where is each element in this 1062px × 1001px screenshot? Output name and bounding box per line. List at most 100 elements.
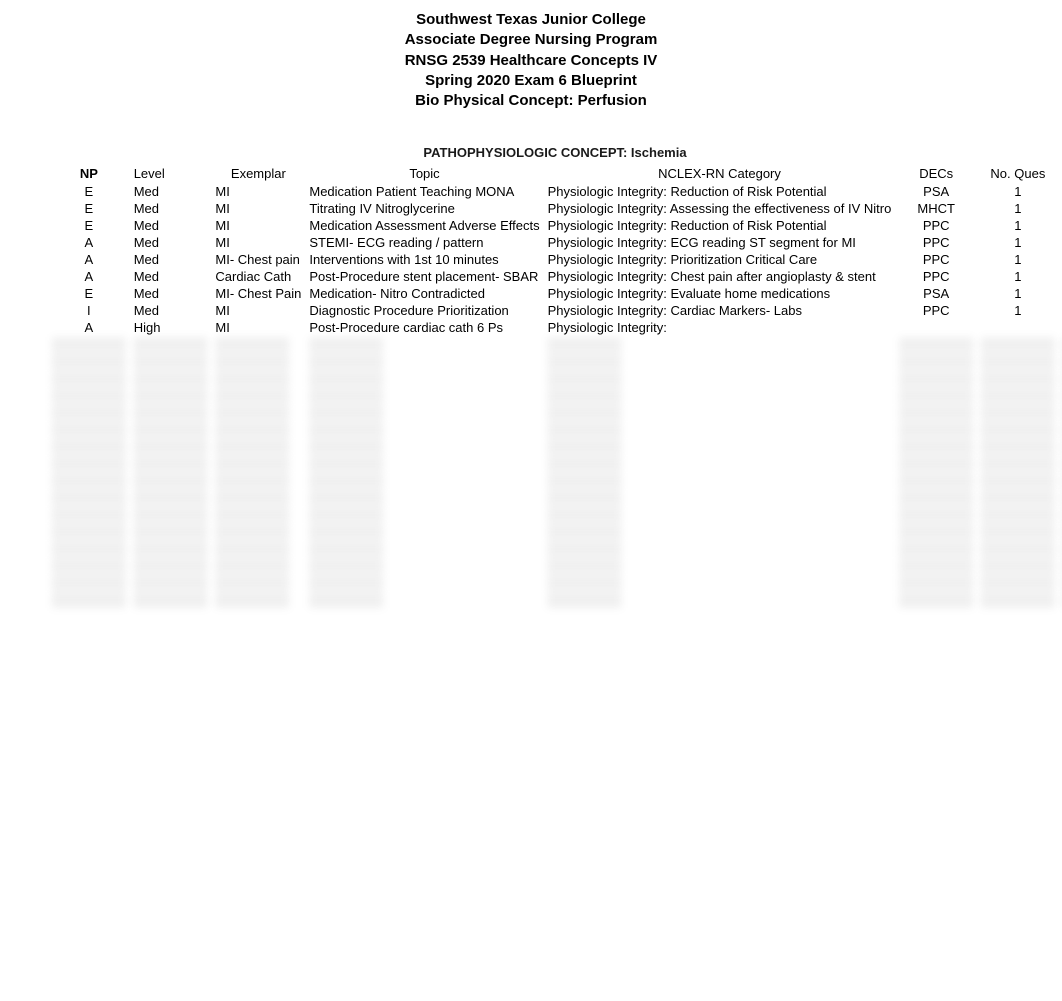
cell-exemplar: Cardiac Cath: [211, 268, 305, 285]
cell-blurred: ████████: [130, 523, 212, 540]
cell-blurred: ████████: [211, 540, 305, 557]
cell-blurred: ████████: [895, 574, 977, 591]
table-row-blurred: ████████████████████████████████████████…: [48, 591, 1062, 608]
cell-decs: PSA: [895, 183, 977, 200]
cell-level: Med: [130, 251, 212, 268]
cell-blurred: ████████: [305, 540, 543, 557]
cell-blurred: ████████: [48, 489, 130, 506]
cell-nclex: Physiologic Integrity: Cardiac Markers- …: [544, 302, 896, 319]
cell-blurred: ████████: [48, 438, 130, 455]
cell-ques: 1: [977, 302, 1059, 319]
cell-blurred: ████████: [895, 421, 977, 438]
cell-blurred: ████████: [211, 506, 305, 523]
cell-nclex: Physiologic Integrity: Prioritization Cr…: [544, 251, 896, 268]
table-row-blurred: ████████████████████████████████████████…: [48, 404, 1062, 421]
table-row-blurred: ████████████████████████████████████████…: [48, 421, 1062, 438]
cell-blurred: ████████: [977, 591, 1059, 608]
header-line-4: Spring 2020 Exam 6 Blueprint: [0, 71, 1062, 91]
cell-decs: [895, 319, 977, 336]
cell-blurred: ████████: [211, 370, 305, 387]
document-header: Southwest Texas Junior College Associate…: [0, 0, 1062, 111]
cell-blurred: ████████: [48, 557, 130, 574]
cell-blurred: ████████: [211, 336, 305, 353]
table-row-blurred: ████████████████████████████████████████…: [48, 523, 1062, 540]
cell-exemplar: MI: [211, 183, 305, 200]
cell-blurred: ████████: [895, 353, 977, 370]
cell-nclex: Physiologic Integrity: Reduction of Risk…: [544, 183, 896, 200]
cell-ques: 1: [977, 234, 1059, 251]
cell-blurred: ████████: [211, 404, 305, 421]
cell-blurred: ████████: [130, 489, 212, 506]
cell-blurred: ████████: [211, 421, 305, 438]
table-row: EMedMIMedication Assessment Adverse Effe…: [48, 217, 1062, 234]
cell-blurred: ████████: [977, 421, 1059, 438]
cell-blurred: ████████: [305, 336, 543, 353]
cell-exemplar: MI: [211, 302, 305, 319]
cell-nclex: Physiologic Integrity: Chest pain after …: [544, 268, 896, 285]
table-row: AMedMI- Chest painInterventions with 1st…: [48, 251, 1062, 268]
cell-blurred: ████████: [211, 438, 305, 455]
cell-blurred: ████████: [211, 387, 305, 404]
cell-ques: 1: [977, 217, 1059, 234]
table-row-blurred: ████████████████████████████████████████…: [48, 455, 1062, 472]
table-row: AMedCardiac CathPost-Procedure stent pla…: [48, 268, 1062, 285]
cell-blurred: ████████: [895, 489, 977, 506]
table-row-blurred: ████████████████████████████████████████…: [48, 489, 1062, 506]
cell-blurred: ████████: [305, 523, 543, 540]
cell-blurred: ████████: [211, 489, 305, 506]
cell-blurred: ████████: [895, 455, 977, 472]
cell-blurred: ████████: [130, 455, 212, 472]
table-row-blurred: ████████████████████████████████████████…: [48, 353, 1062, 370]
cell-blurred: ████████: [544, 489, 896, 506]
cell-blurred: ████████: [544, 353, 896, 370]
cell-blurred: ████████: [977, 523, 1059, 540]
cell-blurred: ████████: [977, 404, 1059, 421]
cell-blurred: ████████: [48, 540, 130, 557]
cell-blurred: ████████: [211, 472, 305, 489]
cell-np: E: [48, 200, 130, 217]
cell-blurred: ████████: [544, 336, 896, 353]
table-row-blurred: ████████████████████████████████████████…: [48, 336, 1062, 353]
cell-blurred: ████████: [211, 557, 305, 574]
cell-blurred: ████████: [130, 370, 212, 387]
table-row: IMedMIDiagnostic Procedure Prioritizatio…: [48, 302, 1062, 319]
cell-blurred: ████████: [544, 472, 896, 489]
cell-nclex: Physiologic Integrity: ECG reading ST se…: [544, 234, 896, 251]
table-row: EMedMIMedication Patient Teaching MONAPh…: [48, 183, 1062, 200]
cell-blurred: ████████: [305, 574, 543, 591]
cell-nclex: Physiologic Integrity:: [544, 319, 896, 336]
table-row-blurred: ████████████████████████████████████████…: [48, 557, 1062, 574]
cell-topic: Medication- Nitro Contradicted: [305, 285, 543, 302]
table-row-blurred: ████████████████████████████████████████…: [48, 370, 1062, 387]
cell-np: A: [48, 251, 130, 268]
cell-blurred: ████████: [211, 574, 305, 591]
cell-blurred: ████████: [130, 421, 212, 438]
cell-blurred: ████████: [130, 574, 212, 591]
cell-blurred: ████████: [895, 404, 977, 421]
cell-blurred: ████████: [544, 404, 896, 421]
col-header-level: Level: [130, 164, 212, 183]
cell-ques: 1: [977, 200, 1059, 217]
cell-blurred: ████████: [48, 353, 130, 370]
cell-topic: Post-Procedure cardiac cath 6 Ps: [305, 319, 543, 336]
table-body: EMedMIMedication Patient Teaching MONAPh…: [48, 183, 1062, 608]
cell-blurred: ████████: [305, 591, 543, 608]
cell-blurred: ████████: [48, 421, 130, 438]
cell-blurred: ████████: [977, 370, 1059, 387]
cell-blurred: ████████: [544, 506, 896, 523]
cell-exemplar: MI: [211, 200, 305, 217]
cell-blurred: ████████: [48, 404, 130, 421]
cell-topic: Post-Procedure stent placement- SBAR: [305, 268, 543, 285]
cell-np: E: [48, 285, 130, 302]
table-row-blurred: ████████████████████████████████████████…: [48, 506, 1062, 523]
blueprint-table: NP Level Exemplar Topic NCLEX-RN Categor…: [48, 164, 1062, 608]
cell-decs: PPC: [895, 234, 977, 251]
col-header-decs: DECs: [895, 164, 977, 183]
cell-blurred: ████████: [544, 421, 896, 438]
cell-blurred: ████████: [977, 574, 1059, 591]
cell-blurred: ████████: [211, 353, 305, 370]
cell-level: Med: [130, 234, 212, 251]
cell-topic: STEMI- ECG reading / pattern: [305, 234, 543, 251]
cell-np: A: [48, 319, 130, 336]
cell-blurred: ████████: [895, 557, 977, 574]
